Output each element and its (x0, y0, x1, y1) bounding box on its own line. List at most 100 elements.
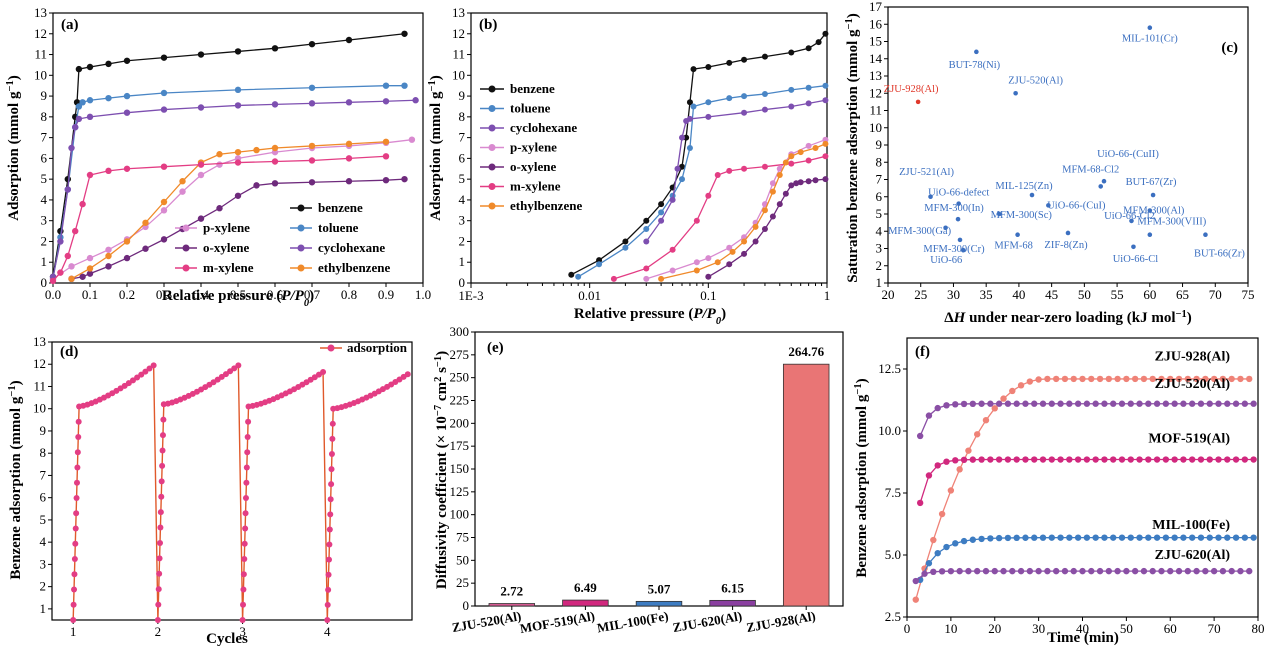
y-tick-label: 0 (459, 275, 466, 290)
y-axis-label-part: ) (434, 351, 450, 356)
data-point (1193, 567, 1200, 575)
data-point-toluene (160, 89, 168, 97)
data-point-benzene (690, 66, 697, 73)
y-tick-label: 1 (41, 254, 48, 269)
data-point-o-xylene (741, 250, 748, 257)
data-point-adsorption (326, 526, 333, 533)
data-point (925, 560, 933, 567)
data-point-ethylbenzene (797, 149, 804, 156)
data-point (1000, 395, 1007, 402)
data-point-p-xylene (408, 136, 416, 143)
data-point (1074, 456, 1082, 463)
data-point-ethylbenzene (160, 198, 168, 206)
data-point (943, 458, 950, 465)
y-tick-label: 5 (41, 171, 48, 186)
x-axis-label-part: Relative pressure ( (574, 306, 693, 322)
point-label: UiO-66 (930, 255, 962, 266)
data-point (960, 400, 968, 408)
data-point (1150, 192, 1156, 198)
legend-label: o-xylene (203, 240, 249, 255)
point-label: ZIF-8(Zn) (1044, 240, 1088, 251)
data-point (1026, 378, 1034, 385)
data-point-p-xylene (726, 244, 733, 251)
data-point (1066, 400, 1073, 407)
data-point (1065, 230, 1071, 236)
data-point (995, 534, 1003, 542)
x-tick-label: 3 (239, 624, 246, 639)
data-point-ethylbenzene (68, 275, 75, 283)
y-tick-label: 7 (41, 130, 48, 145)
data-point-m-xylene (123, 165, 131, 172)
y-tick-label: 11 (452, 47, 465, 62)
data-point-o-xylene (822, 176, 829, 183)
data-point (1180, 400, 1187, 407)
data-point-adsorption (73, 494, 80, 501)
data-point-o-xylene (788, 182, 795, 189)
y-axis-label-part: s (434, 367, 450, 377)
legend-label: cyclohexane (318, 240, 385, 255)
legend-swatch-marker (488, 183, 496, 190)
y-axis-label-part: cm (434, 381, 450, 404)
data-point-m-xylene (79, 200, 86, 208)
data-point-cyclohexane (308, 100, 316, 107)
data-point (1101, 534, 1108, 541)
data-point-o-xylene (769, 213, 776, 220)
y-tick-label: 10 (33, 401, 46, 416)
legend-label: toluene (318, 220, 359, 235)
x-axis-label-part: H (953, 310, 967, 326)
series-line-toluene (577, 85, 826, 278)
data-point (1136, 400, 1143, 407)
series-line-p-xylene (52, 139, 412, 280)
data-point-o-xylene (382, 176, 390, 184)
data-point (1092, 456, 1099, 463)
data-point-m-xylene (345, 155, 353, 162)
data-point-adsorption (324, 601, 331, 608)
x-tick-label: 0.7 (304, 287, 321, 302)
data-point-p-xylene (705, 255, 712, 262)
x-axis-label-part: ) (1187, 310, 1192, 326)
data-point-adsorption (320, 369, 327, 376)
data-point (1210, 567, 1218, 575)
data-point (1149, 375, 1156, 383)
data-point (1101, 400, 1108, 407)
data-point (1096, 375, 1104, 383)
data-point (943, 402, 950, 409)
y-axis-label-part: Benzene adsorption (mmol g (8, 396, 24, 579)
data-point (956, 466, 963, 473)
data-point (1000, 567, 1007, 575)
data-point-adsorption (72, 525, 79, 532)
data-point-toluene (401, 82, 408, 89)
data-point-p-xylene (68, 263, 75, 270)
data-point-adsorption (329, 420, 336, 427)
data-point (1246, 375, 1253, 383)
data-point-toluene (686, 145, 693, 151)
y-tick-label: 0 (41, 275, 48, 290)
x-axis-label-part: Relative pressure ( (162, 288, 281, 304)
data-point (1232, 534, 1240, 541)
legend-swatch-marker (488, 144, 496, 151)
x-tick-label: 55 (1111, 287, 1124, 302)
y-tick-label: 125 (450, 484, 470, 499)
y-tick-label: 4 (876, 223, 883, 238)
point-label: MFM-300(VIII) (1137, 217, 1206, 228)
data-point-benzene (596, 257, 603, 264)
data-point-m-xylene (86, 171, 94, 179)
data-point-benzene (622, 238, 629, 245)
data-point (960, 456, 968, 464)
data-point-adsorption (242, 494, 249, 501)
y-tick-label: 9 (40, 423, 47, 438)
data-point (1123, 375, 1130, 383)
y-axis-label-part: ) (6, 75, 22, 80)
x-tick-label: 0 (904, 621, 911, 636)
data-point (1224, 534, 1231, 541)
data-point (1145, 456, 1152, 463)
data-point-adsorption (240, 571, 247, 578)
data-point (1197, 456, 1205, 463)
data-point (1188, 400, 1196, 407)
y-tick-label: 7 (459, 130, 466, 145)
data-point (1114, 567, 1121, 575)
data-point (1228, 567, 1235, 575)
data-point (1206, 400, 1213, 407)
y-tick-label: 9 (459, 88, 466, 103)
